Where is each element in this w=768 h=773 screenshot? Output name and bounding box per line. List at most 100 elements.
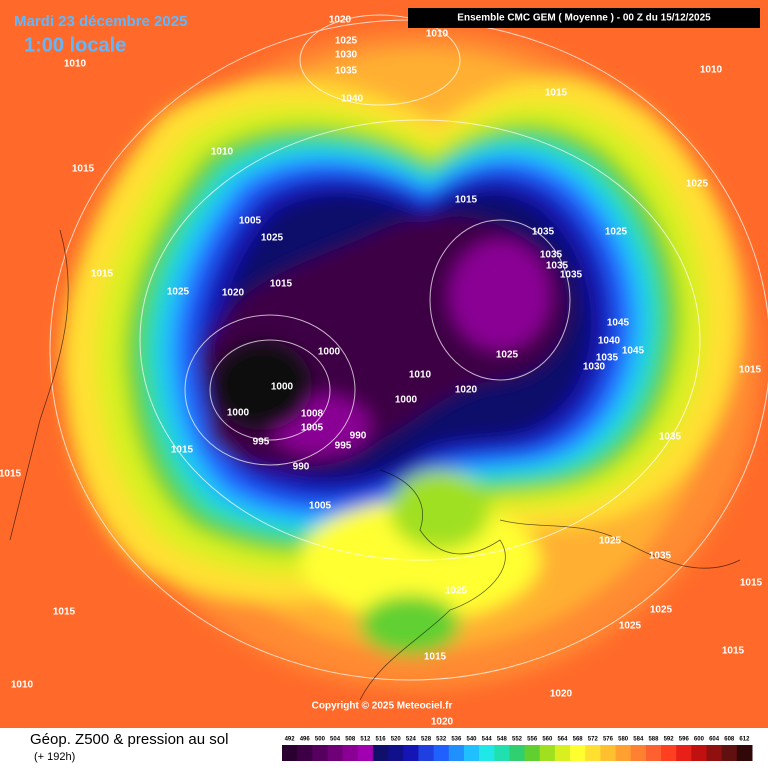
legend-swatch [539, 745, 556, 761]
isobar-label: 1000 [395, 395, 418, 406]
legend-label: 548 [497, 737, 508, 743]
model-info: Ensemble CMC GEM ( Moyenne ) - 00 Z du 1… [457, 13, 711, 24]
footer-title: Géop. Z500 & pression au sol [30, 731, 228, 748]
isobar-label: 1000 [318, 347, 341, 358]
legend-swatch [403, 745, 419, 761]
isobar-label: 1020 [431, 717, 454, 728]
legend-swatch [463, 745, 480, 761]
isobar-label: 1010 [64, 59, 87, 70]
isobar-label: 1035 [596, 353, 619, 364]
legend-label: 612 [739, 737, 750, 743]
isobar-label: 1005 [239, 216, 262, 227]
legend-label: 536 [451, 737, 462, 743]
isobar-label: 1035 [659, 432, 682, 443]
isobar-label: 1015 [270, 279, 293, 290]
legend-label: 508 [345, 737, 356, 743]
isobar-label: 1040 [341, 94, 364, 105]
isobar-label: 1035 [335, 66, 358, 77]
legend-swatch [691, 745, 708, 761]
legend-swatch [630, 745, 647, 761]
isobar-label: 1025 [335, 36, 358, 47]
copyright: Copyright © 2025 Meteociel.fr [312, 701, 453, 712]
legend-label: 532 [436, 737, 447, 743]
geopotential-field [62, 30, 760, 690]
isobar-label: 1025 [650, 605, 673, 616]
isobar-label: 1035 [560, 270, 583, 281]
isobar-label: 1010 [211, 147, 234, 158]
legend-swatch [372, 745, 389, 761]
legend-swatch [645, 745, 662, 761]
isobar-label: 1015 [739, 365, 762, 376]
legend-swatch [297, 745, 313, 761]
legend-swatch [388, 745, 404, 761]
footer-subtitle: (+ 192h) [34, 751, 75, 763]
legend-label: 524 [406, 737, 417, 743]
isobar-label: 1040 [598, 336, 621, 347]
legend-label: 540 [467, 737, 478, 743]
legend-label: 600 [694, 737, 705, 743]
isobar-label: 1020 [455, 385, 478, 396]
isobar-label: 1030 [335, 50, 358, 61]
isobar-label: 1035 [540, 250, 563, 261]
isobar-label: 1020 [550, 689, 573, 700]
model-box [408, 8, 760, 28]
legend-label: 500 [315, 737, 326, 743]
forecast-date: Mardi 23 décembre 2025 [14, 13, 187, 30]
isobar-label: 1000 [271, 382, 294, 393]
legend-label: 604 [709, 737, 720, 743]
legend-swatch [600, 745, 617, 761]
legend-label: 512 [360, 737, 371, 743]
legend-label: 528 [421, 737, 432, 743]
legend-swatch [706, 745, 723, 761]
legend-label: 492 [285, 737, 296, 743]
isobar-label: 1030 [583, 362, 606, 373]
legend-swatch [661, 745, 677, 761]
forecast-time: 1:00 locale [24, 34, 126, 56]
legend-swatch [433, 745, 450, 761]
isobar-label: 1025 [605, 227, 628, 238]
isobar-label: 1025 [496, 350, 519, 361]
legend-label: 568 [573, 737, 584, 743]
legend-swatch [676, 745, 692, 761]
legend-label: 584 [633, 737, 644, 743]
isobar-label: 1015 [91, 269, 114, 280]
isobar-label: 1035 [532, 227, 555, 238]
isobar-label: 1015 [0, 469, 22, 480]
isobar-label: 1035 [649, 551, 672, 562]
coastlines [9, 229, 741, 701]
isobar-label: 990 [350, 431, 367, 442]
legend-swatch [342, 745, 359, 761]
isobar-label: 1020 [222, 288, 245, 299]
isobar-label: 990 [293, 462, 310, 473]
isobar-label: 1010 [409, 370, 432, 381]
isobar-label: 1025 [167, 287, 190, 298]
isobar-label: 1025 [686, 179, 709, 190]
isobar-label: 1015 [72, 164, 95, 175]
legend-label: 556 [527, 737, 538, 743]
isobar-label: 1010 [700, 65, 723, 76]
isobar-label: 1005 [309, 501, 332, 512]
isobar-label: 1025 [261, 233, 284, 244]
isobar-label: 1015 [455, 195, 478, 206]
isobar-label: 1008 [301, 409, 324, 420]
legend-swatch [554, 745, 571, 761]
isobar-label: 1010 [426, 29, 449, 40]
isobar-label: 1015 [545, 88, 568, 99]
isobar-label: 1015 [171, 445, 194, 456]
legend-label: 552 [512, 737, 523, 743]
legend-label: 576 [603, 737, 614, 743]
isobar-label: 1045 [622, 346, 645, 357]
legend-swatch [312, 745, 328, 761]
legend-label: 608 [724, 737, 735, 743]
legend-label: 564 [557, 737, 568, 743]
isobar-label: 1015 [53, 607, 76, 618]
isobar-label: 995 [335, 441, 352, 452]
legend-swatch [479, 745, 495, 761]
legend-label: 572 [588, 737, 599, 743]
legend-swatch [524, 745, 541, 761]
legend-swatch [509, 745, 526, 761]
legend-swatch [418, 745, 435, 761]
isobar-label: 1015 [740, 578, 763, 589]
legend-label: 560 [542, 737, 553, 743]
